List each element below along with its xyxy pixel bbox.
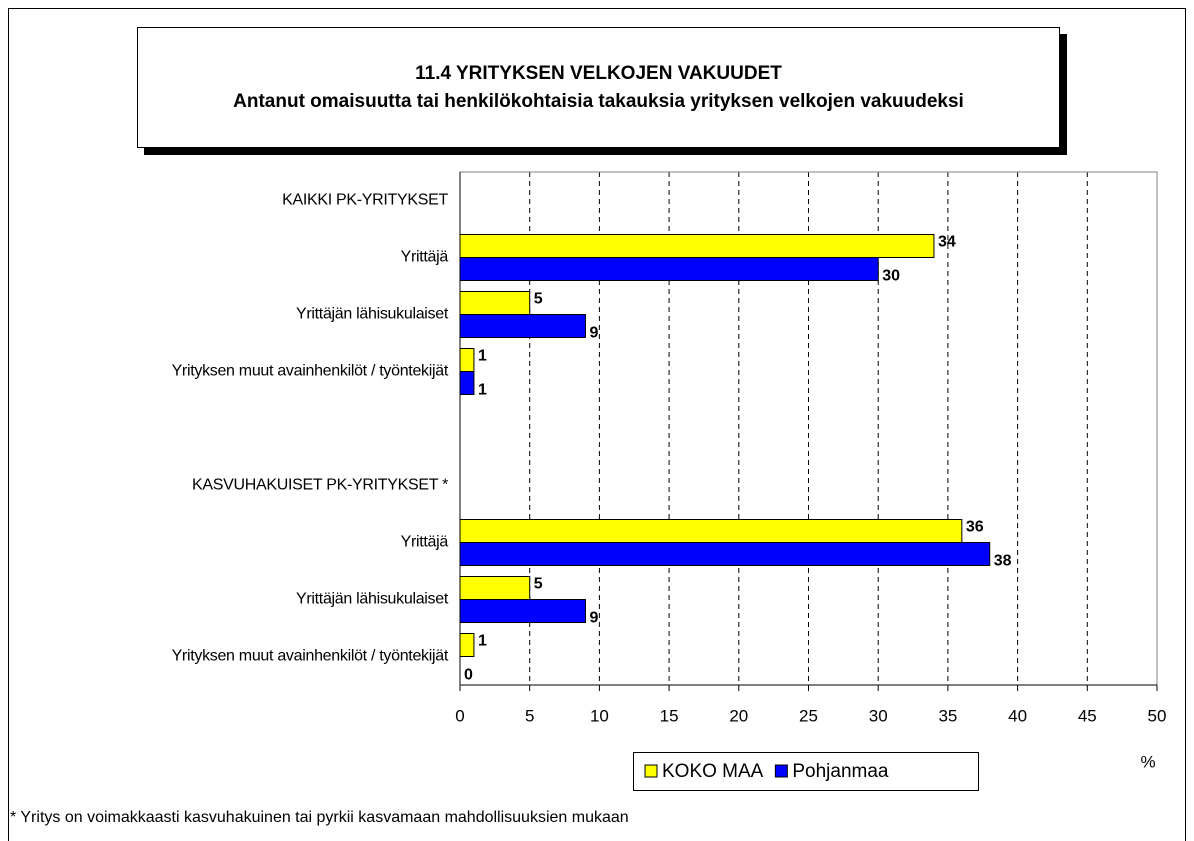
y-tick-label: Yrittäjä <box>401 249 449 266</box>
bar <box>459 234 935 258</box>
x-axis-label: % <box>1140 752 1155 771</box>
legend-swatch <box>644 764 658 778</box>
data-label: 34 <box>938 234 956 251</box>
bar <box>459 371 475 395</box>
data-label: 1 <box>478 633 487 650</box>
x-tick-label: 45 <box>1078 706 1097 725</box>
data-label: 38 <box>994 553 1012 570</box>
y-tick-label: Yrityksen muut avainhenkilöt / työntekij… <box>172 363 449 380</box>
x-tick-label: 10 <box>590 706 609 725</box>
bar <box>459 257 879 281</box>
y-tick-label: Yrittäjä <box>401 534 449 551</box>
bar <box>459 348 475 372</box>
frame <box>8 8 1186 841</box>
data-label: 9 <box>589 610 598 627</box>
bar <box>459 291 531 315</box>
data-label: 5 <box>534 576 543 593</box>
bar <box>459 576 531 600</box>
y-tick-label: KAIKKI PK-YRITYKSET <box>282 192 448 209</box>
x-tick-label: 5 <box>525 706 534 725</box>
x-tick-label: 30 <box>869 706 888 725</box>
title-box: 11.4 YRITYKSEN VELKOJEN VAKUUDET Antanut… <box>137 27 1060 148</box>
bar <box>459 542 991 566</box>
footnote: * Yritys on voimakkaasti kasvuhakuinen t… <box>10 809 629 826</box>
x-tick-label: 40 <box>1008 706 1027 725</box>
x-tick-label: 15 <box>660 706 679 725</box>
y-tick-label: KASVUHAKUISET PK-YRITYKSET * <box>192 477 448 494</box>
bar <box>459 519 963 543</box>
data-label: 5 <box>534 291 543 308</box>
y-tick-label: Yrittäjän lähisukulaiset <box>296 591 449 608</box>
x-tick-label: 20 <box>729 706 748 725</box>
data-label: 0 <box>464 667 473 684</box>
x-tick-label: 50 <box>1148 706 1167 725</box>
legend-swatch <box>774 764 788 778</box>
x-tick-label: 25 <box>799 706 818 725</box>
x-tick-label: 0 <box>455 706 464 725</box>
y-tick-label: Yrityksen muut avainhenkilöt / työntekij… <box>172 648 449 665</box>
data-label: 1 <box>478 348 487 365</box>
legend-label: KOKO MAA <box>662 761 764 782</box>
data-label: 1 <box>478 382 487 399</box>
data-label: 36 <box>966 519 984 536</box>
bar <box>459 314 586 338</box>
legend-label: Pohjanmaa <box>792 761 889 782</box>
data-label: 9 <box>589 325 598 342</box>
bar <box>459 599 586 623</box>
chart-title: 11.4 YRITYKSEN VELKOJEN VAKUUDET <box>415 62 782 84</box>
y-tick-label: Yrittäjän lähisukulaiset <box>296 306 449 323</box>
bar <box>459 633 475 657</box>
legend-box <box>633 752 979 791</box>
chart-subtitle: Antanut omaisuutta tai henkilökohtaisia … <box>233 90 964 112</box>
data-label: 30 <box>882 268 900 285</box>
x-tick-label: 35 <box>938 706 957 725</box>
